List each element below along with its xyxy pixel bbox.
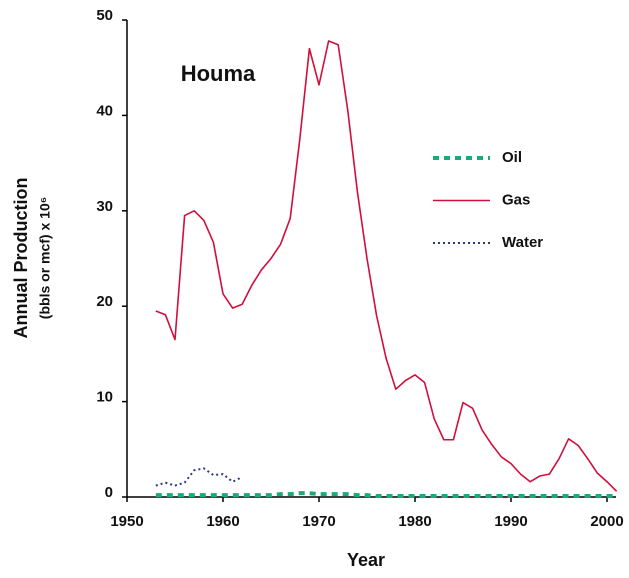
y-tick-label: 50 (96, 7, 113, 24)
y-axis-label: (bbls or mcf) x 10⁶ (37, 197, 53, 319)
y-tick-label: 10 (96, 389, 113, 406)
y-tick-label: 30 (96, 198, 113, 215)
legend-label: Water (502, 234, 543, 251)
x-tick-label: 1950 (110, 513, 143, 530)
x-tick-label: 1970 (302, 513, 335, 530)
legend-label: Gas (502, 191, 530, 208)
y-tick-label: 20 (96, 293, 113, 310)
y-tick-label: 0 (105, 484, 113, 501)
series-line (155, 40, 618, 492)
legend-label: Oil (502, 149, 522, 166)
y-tick-label: 40 (96, 102, 113, 119)
series-line (155, 491, 617, 499)
x-tick-label: 1960 (206, 513, 239, 530)
x-axis-label: Year (347, 550, 385, 570)
series-line (155, 467, 243, 487)
x-tick-label: 2000 (590, 513, 623, 530)
x-tick-label: 1980 (398, 513, 431, 530)
chart-title: Houma (181, 61, 256, 86)
y-axis-label: Annual Production (11, 178, 31, 339)
x-tick-label: 1990 (494, 513, 527, 530)
